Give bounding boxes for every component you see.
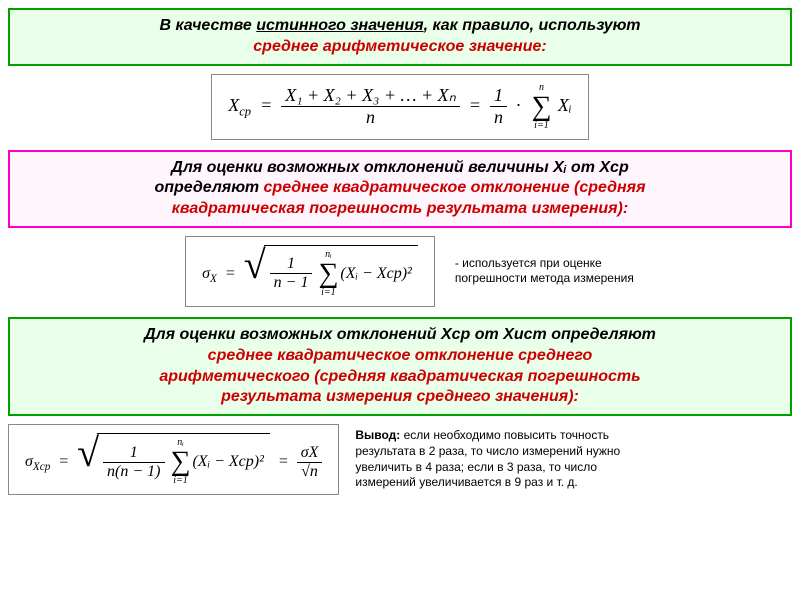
note-sigma: - используется при оценке погрешности ме…: [455, 256, 675, 287]
formula-sigma-row: σX = √ 1 n − 1 nᵢ ∑ i=1 (Xᵢ − Xср)² - ис…: [8, 236, 792, 307]
f2-lhs: σ: [202, 265, 210, 282]
f3-body: (Xᵢ − Xср)²: [192, 453, 263, 471]
box1-text-a: В качестве: [159, 17, 256, 34]
f3-sum-lo: i=1: [171, 476, 191, 486]
f2-lhs-sub: X: [210, 273, 217, 285]
formula-mean: Xср = X₁ + X₂ + X₃ + … + Xₙ n = 1 n · n …: [211, 74, 589, 140]
note-conclusion: Вывод: если необходимо повысить точность…: [355, 428, 655, 490]
f3-rhs-den: √n: [297, 463, 323, 481]
f1-mid-den: n: [490, 107, 507, 128]
box-true-value: В качестве истинного значения, как прави…: [8, 8, 792, 66]
formula-sigma: σX = √ 1 n − 1 nᵢ ∑ i=1 (Xᵢ − Xср)²: [185, 236, 435, 307]
f1-lhs: X: [228, 95, 239, 115]
f1-rhs: Xᵢ: [558, 95, 572, 115]
formula-sigma-mean-row: σXср = √ 1 n(n − 1) nᵢ ∑ i=1 (Xᵢ − Xср)²…: [8, 424, 792, 495]
f3-frac-den: n(n − 1): [103, 463, 164, 481]
conclusion-bold: Вывод:: [355, 428, 400, 442]
box3-line3: арифметического (средняя квадратическая …: [20, 367, 780, 388]
f2-frac-num: 1: [270, 255, 313, 274]
f1-den: n: [281, 107, 460, 128]
f3-lhs-sub: Xср: [33, 461, 50, 473]
box2-line2b: среднее квадратическое отклонение (средн…: [264, 179, 646, 196]
box-std-dev: Для оценки возможных отклонений величины…: [8, 150, 792, 228]
box1-text-b: истинного значения: [256, 17, 423, 34]
box2-line3: квадратическая погрешность результата из…: [20, 199, 780, 220]
f3-frac-num: 1: [103, 444, 164, 463]
f3-lhs: σ: [25, 453, 33, 470]
formula-sigma-mean: σXср = √ 1 n(n − 1) nᵢ ∑ i=1 (Xᵢ − Xср)²…: [8, 424, 339, 495]
box-std-dev-mean: Для оценки возможных отклонений Xср от X…: [8, 317, 792, 416]
formula-mean-row: Xср = X₁ + X₂ + X₃ + … + Xₙ n = 1 n · n …: [8, 74, 792, 140]
f1-num: X₁ + X₂ + X₃ + … + Xₙ: [281, 85, 460, 107]
box3-line4: результата измерения среднего значения):: [20, 387, 780, 408]
box1-line2: среднее арифметическое значение:: [20, 37, 780, 58]
box1-text-c: , как правило, используют: [424, 17, 641, 34]
box3-line2: среднее квадратическое отклонение средне…: [20, 346, 780, 367]
box2-line1: Для оценки возможных отклонений величины…: [20, 158, 780, 179]
box3-line1: Для оценки возможных отклонений Xср от X…: [20, 325, 780, 346]
f1-sum-lo: i=1: [531, 121, 551, 131]
f2-body: (Xᵢ − Xср)²: [340, 265, 411, 283]
box2-line2a: определяют: [154, 179, 263, 196]
f1-lhs-sub: ср: [239, 104, 251, 118]
f2-sum-lo: i=1: [318, 288, 338, 298]
f2-frac-den: n − 1: [270, 274, 313, 292]
f1-mid-num: 1: [490, 85, 507, 107]
f3-rhs-num: σX: [297, 444, 323, 463]
